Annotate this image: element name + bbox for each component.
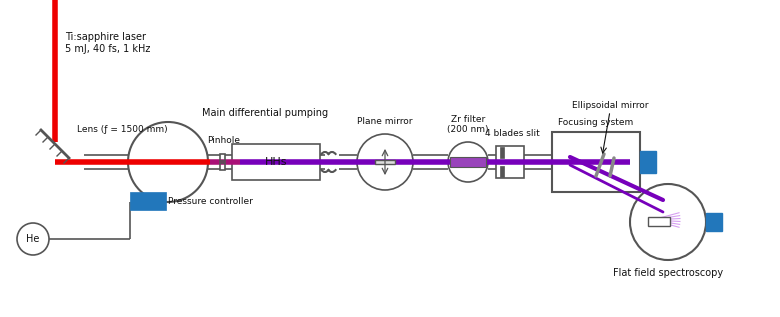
Bar — [219, 154, 225, 161]
Text: Focusing system: Focusing system — [558, 118, 633, 127]
Bar — [500, 147, 504, 158]
Text: 4 blades slit: 4 blades slit — [484, 129, 540, 138]
Text: He: He — [27, 234, 40, 244]
Text: Plane mirror: Plane mirror — [357, 117, 413, 126]
Bar — [706, 213, 722, 231]
Text: HHs: HHs — [264, 157, 287, 167]
Bar — [232, 144, 320, 180]
Bar — [450, 157, 486, 167]
Bar — [552, 132, 640, 192]
Bar — [640, 151, 656, 173]
Bar — [375, 160, 395, 164]
Bar — [130, 192, 166, 210]
Bar — [648, 217, 670, 226]
Text: Zr filter
(200 nm): Zr filter (200 nm) — [447, 115, 489, 134]
Bar — [496, 146, 524, 178]
Text: Lens (ƒ = 1500 mm): Lens (ƒ = 1500 mm) — [77, 125, 168, 134]
Bar — [500, 166, 504, 177]
Text: Main differential pumping: Main differential pumping — [202, 108, 328, 118]
Bar — [219, 163, 225, 170]
Text: Pinhole: Pinhole — [207, 136, 240, 145]
Text: Flat field spectroscopy: Flat field spectroscopy — [613, 268, 723, 278]
Text: Ti:sapphire laser
5 mJ, 40 fs, 1 kHz: Ti:sapphire laser 5 mJ, 40 fs, 1 kHz — [65, 32, 151, 54]
Text: Ellipsoidal mirror: Ellipsoidal mirror — [572, 101, 648, 110]
Text: Pressure controller: Pressure controller — [168, 197, 253, 205]
